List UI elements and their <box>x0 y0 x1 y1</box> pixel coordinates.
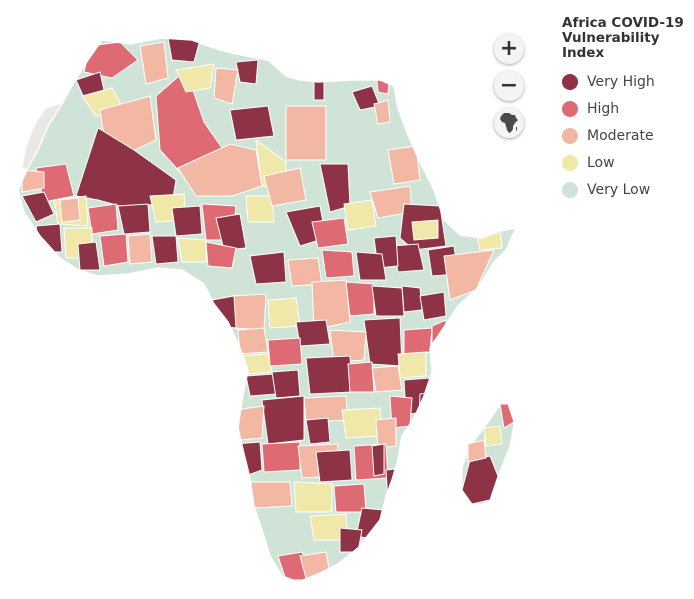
legend-label: Very High <box>587 73 655 90</box>
region-very-high[interactable] <box>371 443 385 477</box>
legend-item-low[interactable]: Low <box>562 149 692 176</box>
legend-title-line: Africa COVID-19 <box>562 15 684 31</box>
region-low[interactable] <box>411 219 439 241</box>
region-very-high[interactable] <box>385 467 405 505</box>
region-very-high[interactable] <box>295 319 331 347</box>
region-low[interactable] <box>343 199 377 231</box>
region-moderate[interactable] <box>467 439 487 463</box>
region-moderate[interactable] <box>21 169 45 193</box>
region-very-high[interactable] <box>249 251 287 285</box>
region-high[interactable] <box>99 233 129 267</box>
region-moderate[interactable] <box>329 329 367 363</box>
region-high[interactable] <box>83 41 139 79</box>
legend-swatch <box>562 73 578 90</box>
legend-swatch <box>562 127 578 144</box>
region-moderate[interactable] <box>373 99 391 125</box>
region-high[interactable] <box>87 203 119 235</box>
region-moderate[interactable] <box>237 327 269 355</box>
region-very-high[interactable] <box>117 203 151 235</box>
region-high[interactable] <box>205 241 237 269</box>
legend-item-moderate[interactable]: Moderate <box>562 122 692 149</box>
legend-swatch <box>562 154 578 171</box>
legend-label: Moderate <box>587 127 654 144</box>
region-high[interactable] <box>261 441 301 473</box>
region-very-high[interactable] <box>215 213 247 251</box>
region-very-high[interactable] <box>305 355 353 395</box>
region-very-high[interactable] <box>355 251 387 281</box>
region-moderate[interactable] <box>371 365 403 393</box>
region-very-high[interactable] <box>305 417 331 445</box>
region-moderate[interactable] <box>285 105 327 161</box>
legend-title-line: Index <box>562 45 605 61</box>
region-high[interactable] <box>311 217 349 249</box>
region-very-high[interactable] <box>211 295 237 329</box>
legend-item-very-high[interactable]: Very High <box>562 68 692 95</box>
region-very-high[interactable] <box>461 455 499 505</box>
region-low[interactable] <box>293 481 333 513</box>
region-moderate[interactable] <box>311 279 351 331</box>
region-very-high[interactable] <box>417 391 443 437</box>
africa-continent-icon <box>500 113 518 133</box>
region-high[interactable] <box>499 403 515 429</box>
legend-title: Africa COVID-19 Vulnerability Index <box>562 16 692 61</box>
zoom-in-button[interactable]: + <box>494 34 524 64</box>
madagascar <box>461 403 515 505</box>
region-very-high[interactable] <box>261 395 305 445</box>
region-high[interactable] <box>35 163 75 203</box>
region-low[interactable] <box>397 351 427 379</box>
region-very-high[interactable] <box>229 105 275 141</box>
region-moderate[interactable] <box>231 293 267 331</box>
region-very-high[interactable] <box>271 369 301 399</box>
region-low[interactable] <box>177 237 207 263</box>
region-very-high[interactable] <box>151 235 179 265</box>
legend-swatch <box>562 100 578 117</box>
region-high[interactable] <box>267 337 303 367</box>
region-low[interactable] <box>175 63 215 93</box>
region-very-high[interactable] <box>245 373 277 397</box>
legend-item-high[interactable]: High <box>562 95 692 122</box>
region-moderate[interactable] <box>139 41 169 85</box>
region-very-high[interactable] <box>313 59 325 101</box>
region-moderate[interactable] <box>263 167 307 207</box>
region-moderate[interactable] <box>375 417 397 449</box>
legend: Africa COVID-19 Vulnerability Index Very… <box>562 16 692 203</box>
region-very-high[interactable] <box>363 317 403 367</box>
region-high[interactable] <box>347 361 375 393</box>
region-very-high[interactable] <box>371 285 405 317</box>
region-very-high[interactable] <box>171 205 203 237</box>
region-low[interactable] <box>245 195 275 223</box>
legend-label: High <box>587 100 620 117</box>
region-low[interactable] <box>239 353 273 375</box>
region-very-high[interactable] <box>315 449 353 483</box>
region-moderate[interactable] <box>59 197 81 223</box>
legend-label: Low <box>587 154 615 171</box>
region-moderate[interactable] <box>299 551 331 579</box>
region-very-high[interactable] <box>419 291 447 321</box>
region-very-high[interactable] <box>35 223 63 253</box>
region-very-high[interactable] <box>235 59 259 85</box>
region-moderate[interactable] <box>127 233 153 265</box>
region-very-high[interactable] <box>21 191 55 223</box>
legend-swatch <box>562 181 578 198</box>
region-very-high[interactable] <box>401 285 423 313</box>
legend-item-very-low[interactable]: Very Low <box>562 176 692 203</box>
region-very-high[interactable] <box>77 241 101 271</box>
region-high[interactable] <box>403 327 433 355</box>
region-low[interactable] <box>267 297 301 329</box>
legend-title-line: Vulnerability <box>562 30 660 46</box>
legend-label: Very Low <box>587 181 651 198</box>
reset-view-button[interactable] <box>494 108 524 138</box>
region-high[interactable] <box>321 249 355 279</box>
region-high[interactable] <box>345 281 375 317</box>
region-moderate[interactable] <box>213 67 239 105</box>
region-high[interactable] <box>333 483 367 513</box>
region-very-high[interactable] <box>339 527 363 553</box>
region-moderate[interactable] <box>249 481 293 509</box>
region-moderate[interactable] <box>387 145 421 185</box>
zoom-out-button[interactable]: − <box>494 71 524 101</box>
region-low[interactable] <box>475 229 503 251</box>
region-low[interactable] <box>483 425 503 447</box>
